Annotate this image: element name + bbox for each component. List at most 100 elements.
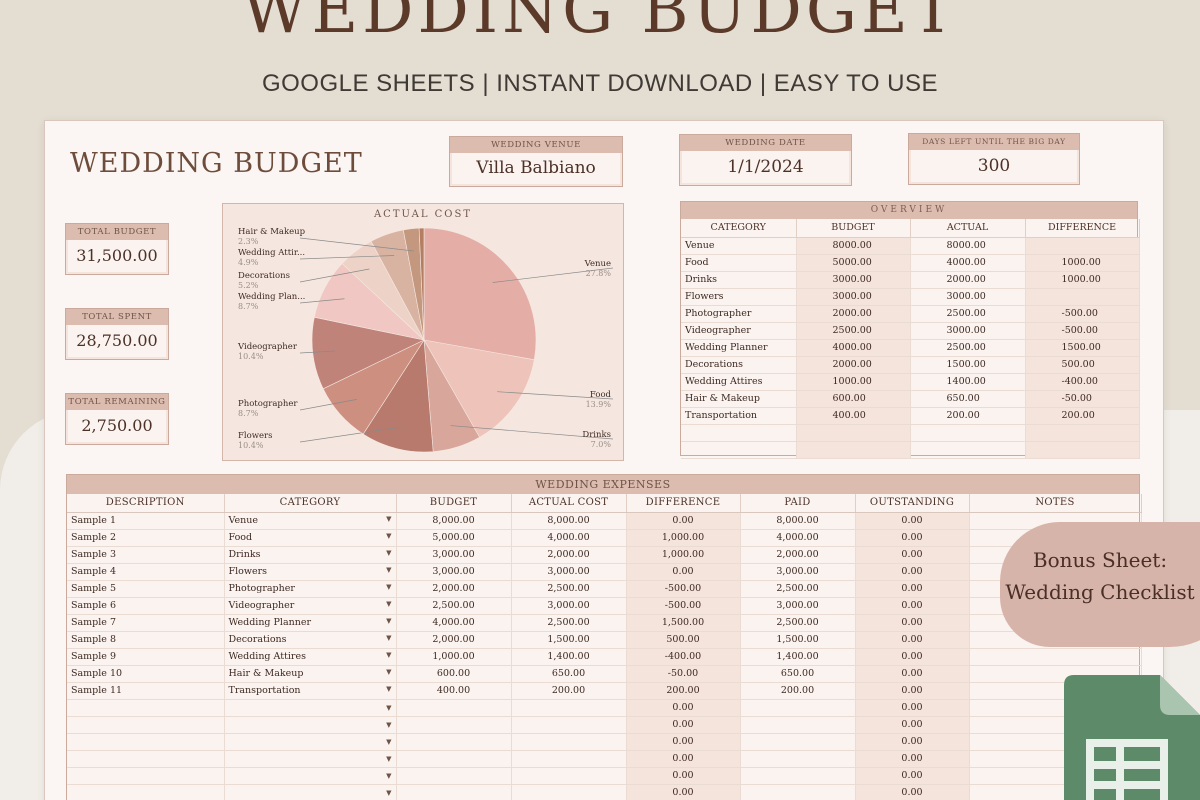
overview-cell[interactable]: 1500.00 <box>1025 339 1140 357</box>
expense-cell[interactable] <box>396 699 512 717</box>
expense-cell[interactable]: 2,000.00 <box>511 546 627 564</box>
expense-cell[interactable]: Sample 11 <box>67 682 225 700</box>
expense-cell[interactable]: Sample 6 <box>67 597 225 615</box>
expense-cell[interactable]: 0.00 <box>626 784 741 800</box>
expense-cell[interactable]: 0.00 <box>855 614 970 632</box>
overview-cell[interactable]: 8000.00 <box>796 237 911 255</box>
expense-cell[interactable]: 1,000.00 <box>626 529 741 547</box>
expense-cell[interactable]: 500.00 <box>626 631 741 649</box>
overview-cell[interactable]: 2500.00 <box>796 322 911 340</box>
expense-cell[interactable]: Sample 3 <box>67 546 225 564</box>
expense-cell[interactable]: Drinks ▼ <box>224 546 397 564</box>
overview-cell[interactable]: 600.00 <box>796 390 911 408</box>
expense-cell[interactable]: 1,500.00 <box>626 614 741 632</box>
overview-cell[interactable] <box>1025 441 1140 459</box>
expense-cell[interactable]: 0.00 <box>855 750 970 768</box>
expense-cell[interactable]: 0.00 <box>626 767 741 785</box>
expense-cell[interactable]: 0.00 <box>855 529 970 547</box>
dropdown-arrow-icon[interactable]: ▼ <box>386 754 392 763</box>
expense-cell[interactable]: 3,000.00 <box>396 563 512 581</box>
expense-cell[interactable] <box>740 750 856 768</box>
overview-cell[interactable]: Venue <box>681 237 797 255</box>
expense-cell[interactable]: 2,000.00 <box>740 546 856 564</box>
expense-cell[interactable]: 0.00 <box>855 716 970 734</box>
overview-cell[interactable]: Photographer <box>681 305 797 323</box>
expense-cell[interactable]: Food ▼ <box>224 529 397 547</box>
expense-cell[interactable]: ▼ <box>224 716 397 734</box>
expense-cell[interactable]: 2,000.00 <box>396 631 512 649</box>
expense-cell[interactable]: 1,000.00 <box>396 648 512 666</box>
dropdown-arrow-icon[interactable]: ▼ <box>386 617 392 625</box>
expense-cell[interactable] <box>969 648 1142 666</box>
overview-cell[interactable]: 400.00 <box>796 407 911 425</box>
expense-cell[interactable]: 0.00 <box>855 767 970 785</box>
overview-cell[interactable]: 3000.00 <box>910 322 1026 340</box>
expense-cell[interactable]: Sample 7 <box>67 614 225 632</box>
overview-cell[interactable]: 1500.00 <box>910 356 1026 374</box>
expense-cell[interactable] <box>67 733 225 751</box>
expense-cell[interactable]: 2,500.00 <box>511 614 627 632</box>
expense-cell[interactable]: 2,500.00 <box>740 580 856 598</box>
expense-cell[interactable]: 0.00 <box>855 546 970 564</box>
overview-cell[interactable]: 650.00 <box>910 390 1026 408</box>
expense-cell[interactable]: 3,000.00 <box>511 597 627 615</box>
overview-cell[interactable]: 3000.00 <box>796 271 911 289</box>
overview-cell[interactable]: Food <box>681 254 797 272</box>
expense-cell[interactable] <box>67 750 225 768</box>
expense-cell[interactable]: 0.00 <box>855 631 970 649</box>
overview-cell[interactable]: 2500.00 <box>910 339 1026 357</box>
expense-cell[interactable]: 3,000.00 <box>740 597 856 615</box>
overview-cell[interactable]: Videographer <box>681 322 797 340</box>
expense-cell[interactable]: 0.00 <box>626 733 741 751</box>
expense-cell[interactable]: 0.00 <box>855 784 970 800</box>
expense-cell[interactable]: 650.00 <box>511 665 627 683</box>
overview-cell[interactable] <box>681 424 797 442</box>
dropdown-arrow-icon[interactable]: ▼ <box>386 600 392 608</box>
expense-cell[interactable]: Hair & Makeup ▼ <box>224 665 397 683</box>
expense-cell[interactable]: Wedding Planner ▼ <box>224 614 397 632</box>
overview-cell[interactable]: 200.00 <box>910 407 1026 425</box>
overview-cell[interactable]: 1000.00 <box>796 373 911 391</box>
overview-cell[interactable]: 4000.00 <box>910 254 1026 272</box>
expense-cell[interactable] <box>396 716 512 734</box>
overview-cell[interactable]: 500.00 <box>1025 356 1140 374</box>
expense-cell[interactable]: 3,000.00 <box>511 563 627 581</box>
overview-cell[interactable]: 8000.00 <box>910 237 1026 255</box>
dropdown-arrow-icon[interactable]: ▼ <box>386 720 392 729</box>
expense-cell[interactable]: -500.00 <box>626 580 741 598</box>
expense-cell[interactable]: 1,400.00 <box>740 648 856 666</box>
expense-cell[interactable]: Sample 1 <box>67 512 225 530</box>
expense-cell[interactable] <box>740 784 856 800</box>
expense-cell[interactable]: Sample 10 <box>67 665 225 683</box>
expense-cell[interactable] <box>511 716 627 734</box>
overview-cell[interactable]: Transportation <box>681 407 797 425</box>
expense-cell[interactable]: 0.00 <box>855 682 970 700</box>
expense-cell[interactable] <box>511 767 627 785</box>
overview-cell[interactable] <box>1025 237 1140 255</box>
overview-cell[interactable] <box>796 424 911 442</box>
expense-cell[interactable]: 8,000.00 <box>511 512 627 530</box>
expense-cell[interactable]: Venue ▼ <box>224 512 397 530</box>
expense-cell[interactable]: 0.00 <box>855 648 970 666</box>
expense-cell[interactable] <box>396 750 512 768</box>
overview-cell[interactable]: -500.00 <box>1025 322 1140 340</box>
expense-cell[interactable] <box>67 784 225 800</box>
overview-cell[interactable] <box>1025 424 1140 442</box>
expense-cell[interactable]: Sample 2 <box>67 529 225 547</box>
expense-cell[interactable]: 4,000.00 <box>740 529 856 547</box>
expense-cell[interactable]: Sample 5 <box>67 580 225 598</box>
expense-cell[interactable]: 8,000.00 <box>740 512 856 530</box>
expense-cell[interactable]: 2,000.00 <box>396 580 512 598</box>
expense-cell[interactable]: 8,000.00 <box>396 512 512 530</box>
expense-cell[interactable]: 1,500.00 <box>511 631 627 649</box>
expense-cell[interactable]: -50.00 <box>626 665 741 683</box>
expense-cell[interactable] <box>67 716 225 734</box>
expense-cell[interactable]: 650.00 <box>740 665 856 683</box>
overview-cell[interactable] <box>910 424 1026 442</box>
expense-cell[interactable]: 600.00 <box>396 665 512 683</box>
overview-cell[interactable] <box>910 441 1026 459</box>
expense-cell[interactable]: 0.00 <box>855 665 970 683</box>
overview-cell[interactable]: -50.00 <box>1025 390 1140 408</box>
expense-cell[interactable] <box>511 733 627 751</box>
expense-cell[interactable] <box>511 750 627 768</box>
